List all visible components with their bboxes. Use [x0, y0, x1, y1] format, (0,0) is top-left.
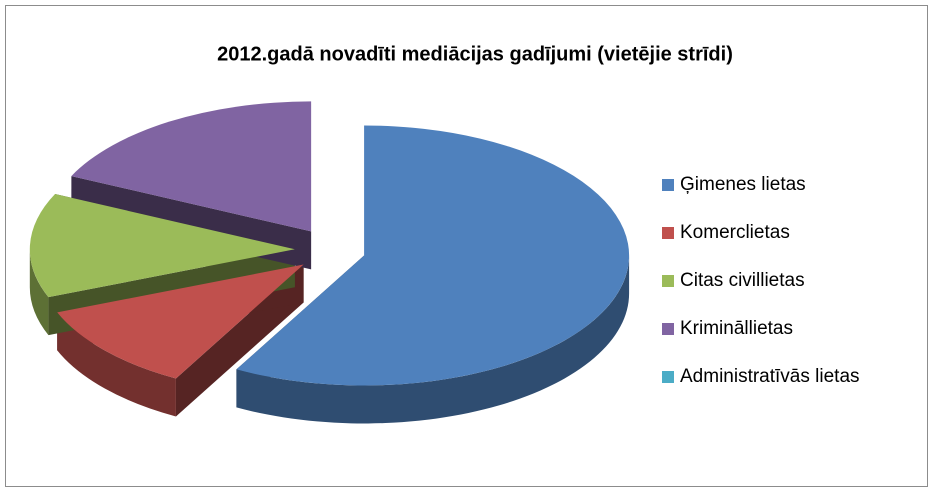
chart-title: 2012.gadā novadīti mediācijas gadījumi (… [217, 43, 733, 65]
pie-slice [236, 125, 630, 386]
slice-side [57, 312, 176, 417]
legend-swatch [662, 275, 674, 287]
legend-label: Krimināllietas [680, 318, 793, 339]
slice-side [236, 255, 630, 424]
pie-slice [71, 101, 312, 232]
pie-tops [29, 101, 630, 386]
legend-label: Administratīvās lietas [680, 366, 860, 387]
legend-label: Ģimenes lietas [680, 174, 806, 195]
slice-side [29, 249, 49, 336]
legend-swatch [662, 227, 674, 239]
legend-swatch [662, 323, 674, 335]
pie-slice [29, 193, 295, 298]
legend-swatch [662, 371, 674, 383]
legend-label: Komerclietas [680, 222, 790, 243]
legend-swatch [662, 179, 674, 191]
legend-label: Citas civillietas [680, 270, 805, 291]
pie-slice [57, 264, 304, 379]
